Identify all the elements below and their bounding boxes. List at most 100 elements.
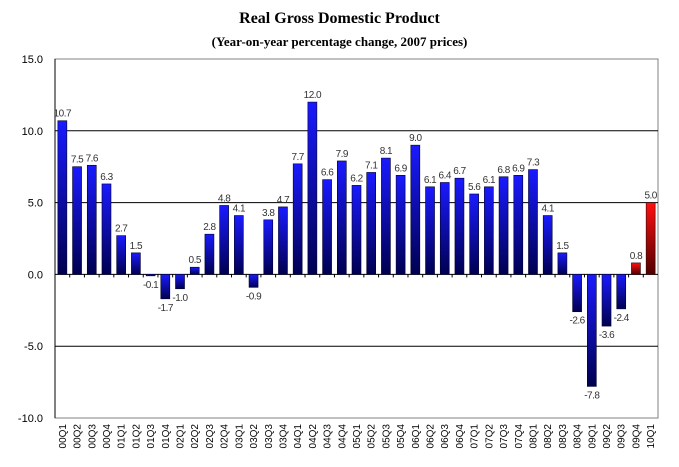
data-label: -1.7 (158, 303, 174, 314)
data-label: 7.5 (71, 155, 84, 166)
data-label: -1.0 (172, 293, 188, 304)
bar (204, 233, 215, 275)
x-tick-label: 05Q3 (381, 424, 392, 449)
x-tick-label: 08Q1 (528, 424, 539, 449)
y-tick-label: -5.0 (24, 341, 43, 353)
bar (351, 185, 362, 275)
data-label: 6.8 (497, 165, 510, 176)
bar (498, 176, 509, 275)
bar (572, 274, 582, 313)
x-tick-label: 00Q1 (58, 424, 69, 449)
data-label: 7.1 (365, 160, 378, 171)
x-tick-label: 01Q1 (117, 424, 128, 449)
x-tick-label: 04Q3 (323, 424, 334, 449)
x-tick-label: 00Q3 (87, 424, 98, 449)
y-tick-label: -10.0 (18, 413, 43, 425)
data-label: 5.0 (644, 191, 657, 202)
data-label: -2.4 (614, 313, 630, 324)
x-tick-label: 02Q3 (205, 424, 216, 449)
bar (278, 206, 288, 275)
x-tick-label: 07Q2 (484, 424, 495, 449)
bar (131, 252, 141, 275)
data-label: 4.8 (218, 193, 231, 204)
chart-subtitle: (Year-on-year percentage change, 2007 pr… (211, 34, 468, 49)
x-tick-label: 08Q2 (543, 424, 554, 449)
bar (307, 101, 318, 275)
data-label: 5.6 (468, 182, 481, 193)
x-tick-label: 00Q2 (73, 424, 84, 449)
x-tick-label: 03Q2 (249, 424, 260, 449)
data-label: 2.7 (115, 224, 128, 235)
x-tick-label: 04Q2 (308, 424, 319, 449)
bar (86, 164, 97, 275)
bar (381, 157, 391, 275)
x-tick-label: 06Q3 (440, 424, 451, 449)
bar (587, 274, 597, 387)
data-label: 4.1 (233, 204, 246, 215)
x-tick-label: 03Q3 (264, 424, 275, 449)
x-tick-label: 04Q4 (337, 424, 348, 449)
x-tick-label: 05Q4 (396, 424, 407, 449)
x-tick-label: 07Q1 (470, 424, 481, 449)
data-label: -0.1 (143, 280, 159, 291)
bar (219, 205, 229, 275)
x-tick-label: 02Q2 (190, 424, 201, 449)
data-label: 6.9 (394, 163, 407, 174)
y-tick-label: 0.0 (28, 269, 43, 281)
bar (336, 160, 347, 275)
bar (631, 262, 641, 275)
data-label: 0.5 (189, 255, 202, 266)
bar (425, 186, 435, 275)
bar (234, 215, 244, 275)
bar (395, 175, 406, 275)
data-label: 6.9 (512, 163, 525, 174)
data-label: 12.0 (304, 90, 322, 101)
bar (601, 274, 612, 327)
data-label: 6.7 (453, 166, 466, 177)
x-tick-label: 09Q2 (602, 424, 613, 449)
bar (366, 172, 377, 275)
x-tick-label: 05Q1 (352, 424, 363, 449)
data-label: 7.7 (291, 152, 304, 163)
x-tick-label: 06Q1 (411, 424, 422, 449)
x-tick-label: 03Q4 (278, 424, 289, 449)
bar (542, 215, 553, 275)
bar (645, 202, 656, 275)
bar (248, 274, 259, 288)
data-label: -3.6 (599, 330, 615, 341)
data-label: -2.6 (569, 316, 585, 327)
data-label: 7.6 (86, 153, 99, 164)
x-tick-label: 07Q3 (499, 424, 510, 449)
data-label: 6.4 (439, 170, 452, 181)
bar (160, 274, 171, 300)
data-label: 6.6 (321, 168, 334, 179)
data-label: 3.8 (262, 208, 275, 219)
data-label: 7.3 (527, 158, 540, 169)
x-tick-label: 10Q1 (646, 424, 657, 449)
data-label: 4.1 (541, 204, 554, 215)
bar (557, 252, 568, 275)
x-tick-label: 04Q1 (293, 424, 304, 449)
y-tick-label: 5.0 (28, 198, 43, 210)
x-tick-label: 01Q2 (131, 424, 142, 449)
bar (322, 179, 332, 275)
data-label: 7.9 (336, 149, 349, 160)
x-tick-label: 09Q1 (587, 424, 598, 449)
bar (72, 166, 82, 275)
x-tick-label: 08Q3 (558, 424, 569, 449)
x-tick-label: 00Q4 (102, 424, 113, 449)
bar (616, 274, 627, 310)
bar (469, 193, 479, 275)
data-label: 4.7 (277, 195, 290, 206)
bar (513, 175, 524, 275)
x-tick-label: 09Q4 (631, 424, 642, 449)
data-label: 10.7 (54, 109, 72, 120)
bar (410, 144, 421, 275)
data-label: 6.1 (424, 175, 437, 186)
bar (454, 177, 465, 275)
x-tick-label: 07Q4 (514, 424, 525, 449)
data-label: 1.5 (556, 241, 569, 252)
y-tick-label: 10.0 (22, 126, 43, 138)
data-label: -0.9 (246, 291, 262, 302)
